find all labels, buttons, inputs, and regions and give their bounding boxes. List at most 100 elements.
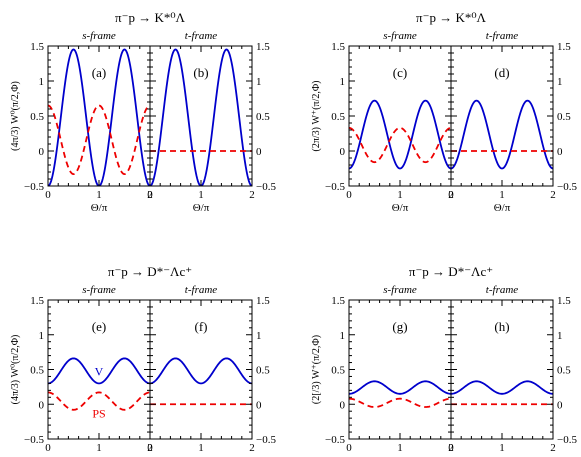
y-tick-label: 1.5 — [331, 41, 345, 53]
series-ps-line — [48, 104, 150, 176]
y-tick-label: 1.5 — [30, 295, 44, 307]
x-axis-label: Θ/π — [91, 455, 108, 457]
y-axis-label: (2π/3) W⁺(π/2,Φ) — [311, 80, 322, 151]
y-tick-label: 1 — [39, 330, 45, 342]
series-ps-line — [349, 126, 451, 164]
panel-f: t-frame 0 1 2 Θ/π (f) −0.5 0 0.5 1 1.5 — [147, 284, 276, 457]
y-tick-label: −0.5 — [256, 181, 276, 193]
y-tick-label: −0.5 — [557, 434, 577, 446]
y-tick-label: 0 — [340, 146, 346, 158]
series-v-line — [150, 48, 252, 186]
x-tick-label: 1 — [499, 189, 505, 201]
x-tick-label: 0 — [147, 189, 153, 201]
x-tick-label: 1 — [198, 189, 204, 201]
series-v-line — [349, 380, 451, 395]
x-tick-label: 0 — [45, 189, 51, 201]
frame-label: t-frame — [486, 284, 519, 296]
y-tick-label: −0.5 — [24, 434, 44, 446]
panel-b: t-frame 0 1 2 Θ/π (b) −0.5 0 0.5 1 1.5 — [147, 30, 276, 214]
chart-title: π⁻p → D*⁻Λc⁺ — [108, 264, 192, 279]
x-tick-label: 0 — [147, 442, 153, 454]
y-axis-label: (4π/3) W⁰(π/2,Φ) — [10, 81, 21, 151]
frame-label: s-frame — [383, 284, 417, 296]
x-axis-label: Θ/π — [91, 202, 108, 214]
y-tick-label: 1.5 — [256, 41, 270, 53]
y-tick-label: 0.5 — [30, 111, 44, 123]
frame-label: t-frame — [185, 30, 218, 42]
chart-group-4: π⁻p → D*⁻Λc⁺ (2[/3) W⁺(π/2,Φ) s-frame 0 1 2 Θ/… — [311, 264, 577, 457]
x-tick-label: 0 — [448, 189, 454, 201]
y-tick-label: −0.5 — [24, 181, 44, 193]
y-tick-label: 0.5 — [331, 111, 345, 123]
chart-title: π⁻p → K*⁰Λ — [416, 10, 487, 25]
y-tick-label: 0 — [557, 146, 563, 158]
x-axis-label: Θ/π — [494, 202, 511, 214]
y-tick-label: 1.5 — [331, 295, 345, 307]
chart-title: π⁻p → D*⁻Λc⁺ — [409, 264, 493, 279]
series-v-line — [451, 99, 553, 170]
series-v-line — [48, 48, 150, 186]
y-axis-label: (4π/3) W⁰(π/2,Φ) — [10, 335, 21, 405]
y-tick-label: 0 — [39, 146, 45, 158]
panel-letter: (g) — [392, 319, 407, 334]
y-tick-label: 1.5 — [557, 295, 571, 307]
x-tick-label: 2 — [147, 442, 153, 454]
y-axis-label: (2[/3) W⁺(π/2,Φ) — [311, 335, 322, 404]
series-v-line — [150, 357, 252, 385]
y-tick-label: 1 — [39, 76, 45, 88]
panel-h: t-frame 0 1 2 Θ/π (h) −0.5 0 0.5 1 1.5 — [448, 284, 577, 457]
x-tick-label: 0 — [448, 442, 454, 454]
panel-letter: (d) — [494, 65, 509, 80]
x-tick-label: 2 — [448, 189, 454, 201]
y-tick-label: 0 — [557, 399, 563, 411]
x-axis-label: Θ/π — [193, 455, 210, 457]
x-tick-label: 2 — [550, 189, 556, 201]
x-tick-label: 1 — [397, 189, 403, 201]
x-tick-label: 2 — [550, 442, 556, 454]
x-axis-label: Θ/π — [392, 455, 409, 457]
x-tick-label: 1 — [96, 189, 102, 201]
panel-d: t-frame 0 1 2 Θ/π (d) −0.5 0 0.5 1 1.5 — [448, 30, 577, 214]
y-tick-label: 0 — [340, 399, 346, 411]
x-tick-label: 1 — [397, 442, 403, 454]
panel-letter: (h) — [494, 319, 509, 334]
y-tick-label: 1 — [557, 330, 563, 342]
y-tick-label: 1 — [256, 76, 262, 88]
y-tick-label: −0.5 — [557, 181, 577, 193]
x-tick-label: 2 — [249, 442, 255, 454]
y-tick-label: 1.5 — [256, 295, 270, 307]
y-tick-label: −0.5 — [325, 434, 345, 446]
series-label-ps: PS — [92, 406, 105, 420]
y-tick-label: 1 — [256, 330, 262, 342]
series-ps-line — [349, 397, 451, 408]
chart-group-3: π⁻p → D*⁻Λc⁺ (4π/3) W⁰(π/2,Φ) s-frame 0 1 2 Θ/… — [10, 264, 276, 457]
panel-letter: (e) — [92, 319, 106, 334]
x-tick-label: 0 — [45, 442, 51, 454]
chart-group-1: π⁻p → K*⁰Λ (4π/3) W⁰(π/2,Φ) s-frame 0 1 2 Θ/π (… — [10, 10, 276, 214]
y-tick-label: 1.5 — [30, 41, 44, 53]
series-v-line — [451, 380, 553, 395]
chart-group-2: π⁻p → K*⁰Λ (2π/3) W⁺(π/2,Φ) s-frame 0 1 2 Θ/π (… — [311, 10, 577, 214]
x-tick-label: 1 — [499, 442, 505, 454]
series-v-line — [349, 99, 451, 170]
panel-letter: (c) — [393, 65, 407, 80]
y-tick-label: 0.5 — [256, 111, 270, 123]
x-axis-label: Θ/π — [193, 202, 210, 214]
frame-label: t-frame — [486, 30, 519, 42]
y-tick-label: 0 — [39, 399, 45, 411]
x-tick-label: 2 — [448, 442, 454, 454]
series-label-v: V — [95, 364, 104, 378]
y-tick-label: 1 — [340, 330, 346, 342]
y-tick-label: 1 — [340, 76, 346, 88]
y-tick-label: 0.5 — [557, 111, 571, 123]
y-tick-label: 0.5 — [30, 365, 44, 377]
y-tick-label: 0.5 — [557, 365, 571, 377]
y-tick-label: 0 — [256, 146, 262, 158]
x-tick-label: 2 — [147, 189, 153, 201]
x-tick-label: 1 — [198, 442, 204, 454]
